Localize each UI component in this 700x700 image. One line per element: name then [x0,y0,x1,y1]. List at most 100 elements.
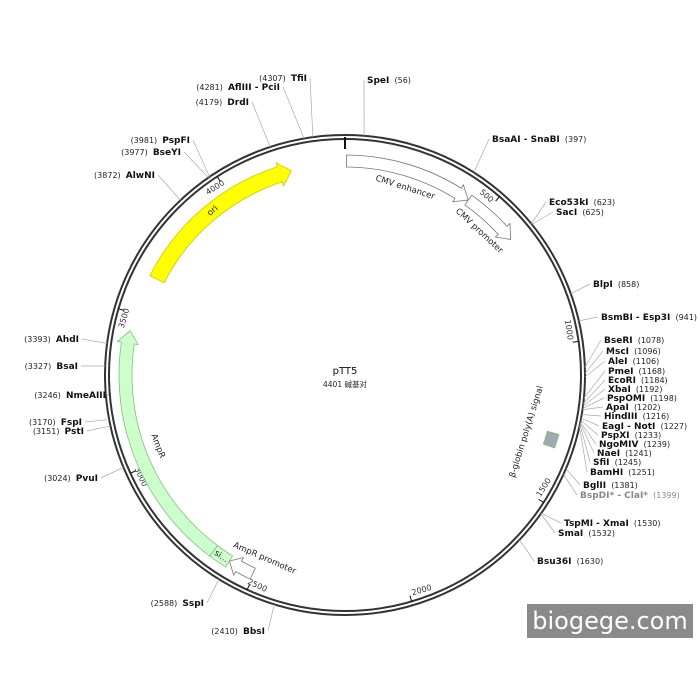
site-hindiii[interactable]: HindIII (1216) [581,404,669,423]
site-name: EcoRI [608,376,636,386]
site-name: BseYI [153,148,181,158]
site-position: (858) [618,280,640,289]
site-label: PspXI (1233) [601,423,661,442]
site-saci[interactable]: SacI (625) [531,200,604,225]
site-name: BamHI [590,468,623,478]
site-position: (1630) [577,557,604,566]
site-leader-line [282,86,305,139]
site-naei[interactable]: NaeI (1241) [579,422,652,460]
feature-ampr[interactable]: AmpR [116,330,219,557]
site-tfii[interactable]: (4307) TfiI [259,66,314,138]
site-ahdi[interactable]: (3393) AhdI [24,327,108,346]
site-position: (1184) [641,376,668,385]
site-bbsi[interactable]: (2410) BbsI [211,604,275,638]
site-pspfi[interactable]: (3981) PspFI [131,128,210,178]
site-tspmi-xmai[interactable]: TspMI - XmaI (1530) [541,511,661,530]
site-leader-line [565,468,581,486]
site-position: (3872) [94,171,121,180]
feature--globin-poly-a-signal[interactable]: β-globin poly(A) signal [508,385,560,479]
site-leader-line [578,316,599,322]
feature-cmv-promoter[interactable]: CMV promoter [453,194,512,256]
site-name: NgoMIV [599,440,638,450]
site-smai[interactable]: SmaI (1532) [540,513,615,540]
site-nmeaiii[interactable]: (3246) NmeAIII [34,383,110,402]
site-label: (3977) BseYI [121,140,181,159]
site-name: NmeAIII [66,391,106,401]
feature-shape [116,330,219,557]
site-pmei[interactable]: PmeI (1168) [583,359,665,399]
site-sfii[interactable]: SfiI (1245) [579,424,641,469]
site-eco53ki[interactable]: Eco53kI (623) [531,190,615,225]
backbone-outer [104,134,586,616]
site-label: (4281) AflIII - PciI [196,75,280,94]
site-name: BbsI [243,627,265,637]
site-leader-line [580,422,597,445]
site-bamhi[interactable]: BamHI (1251) [579,426,655,479]
site-bspdi-clai-[interactable]: BspDI* - ClaI* (1399) [563,474,680,502]
scale-tick-label: 3500 [117,307,131,329]
site-blpi[interactable]: BlpI (858) [570,272,640,294]
site-bglii[interactable]: BglII (1381) [565,468,638,492]
site-msci[interactable]: MscI (1096) [584,339,661,374]
site-fspi[interactable]: (3170) FspI [29,410,110,429]
site-ngomiv[interactable]: NgoMIV (1239) [580,422,670,451]
site-label: AleI (1106) [608,349,659,368]
site-xbai[interactable]: XbaI (1192) [582,377,663,407]
site-bseri[interactable]: BseRI (1078) [584,328,664,368]
site-position: (3151) [33,427,60,436]
site-bsmbi-esp3i[interactable]: BsmBI - Esp3I (941) [578,305,697,324]
site-leader-line [105,393,110,396]
site-bsai[interactable]: (3327) BsaI [25,354,106,373]
site-position: (3024) [44,474,71,483]
scale-tick [118,308,125,311]
site-name: TfiI [291,74,307,84]
feature-ori[interactable]: ori [149,162,292,284]
site-name: PspFI [162,136,190,146]
site-ecori[interactable]: EcoRI (1184) [583,368,668,404]
site-name: FspI [61,418,82,428]
site-label: MscI (1096) [606,339,661,358]
site-psti[interactable]: (3151) PstI [33,419,111,438]
site-bseyi[interactable]: (3977) BseYI [121,140,209,178]
site-name: BsaI [56,362,78,372]
site-alwni[interactable]: (3872) AlwNI [94,163,181,201]
feature-ampr-promoter[interactable]: AmpR promoter [228,540,298,580]
site-label: SacI (625) [556,200,604,219]
site-eagi-noti[interactable]: EagI - NotI (1227) [580,414,687,433]
site-position: (3977) [121,148,148,157]
site-name: PspXI [601,431,630,441]
site-position: (3327) [25,362,52,371]
site-label: (4307) TfiI [259,66,307,85]
site-sspi[interactable]: (2588) SspI [151,579,220,610]
site-pspomi[interactable]: PspOMI (1198) [582,386,677,409]
site-alei[interactable]: AleI (1106) [584,349,659,378]
site-name: SmaI [558,529,583,539]
site-name: SspI [182,599,204,609]
site-label: (2410) BbsI [211,619,265,638]
site-apai[interactable]: ApaI (1202) [582,395,661,414]
site-label: PspOMI (1198) [607,386,677,405]
site-name: PspOMI [607,394,645,404]
site-afliii-pcii[interactable]: (4281) AflIII - PciI [196,75,305,139]
site-name: BglII [583,481,606,491]
site-label: Bsu36I (1630) [537,549,603,568]
site-bsaai-snabi[interactable]: BsaAI - SnaBI (397) [473,127,587,173]
site-position: (1096) [634,347,661,356]
site-label: BglII (1381) [583,473,638,492]
site-bsu36i[interactable]: Bsu36I (1630) [519,539,604,568]
site-position: (1202) [634,403,661,412]
site-position: (1251) [628,468,655,477]
site-leader-line [583,379,606,404]
site-pvui[interactable]: (3024) PvuI [44,466,124,485]
site-leader-line [579,424,591,463]
plasmid-length: 4401 碱基对 [323,380,367,389]
watermark: biogege.com [527,604,693,638]
site-label: ApaI (1202) [606,395,661,414]
site-pspxi[interactable]: PspXI (1233) [580,419,662,442]
site-name: XbaI [608,385,631,395]
site-drdi[interactable]: (4179) DrdI [196,90,271,148]
site-position: (1381) [611,481,638,490]
feature-cmv-enhancer[interactable]: CMV enhancer [346,154,469,203]
site-name: SfiI [593,458,610,468]
site-spei[interactable]: SpeI (56) [363,68,411,136]
